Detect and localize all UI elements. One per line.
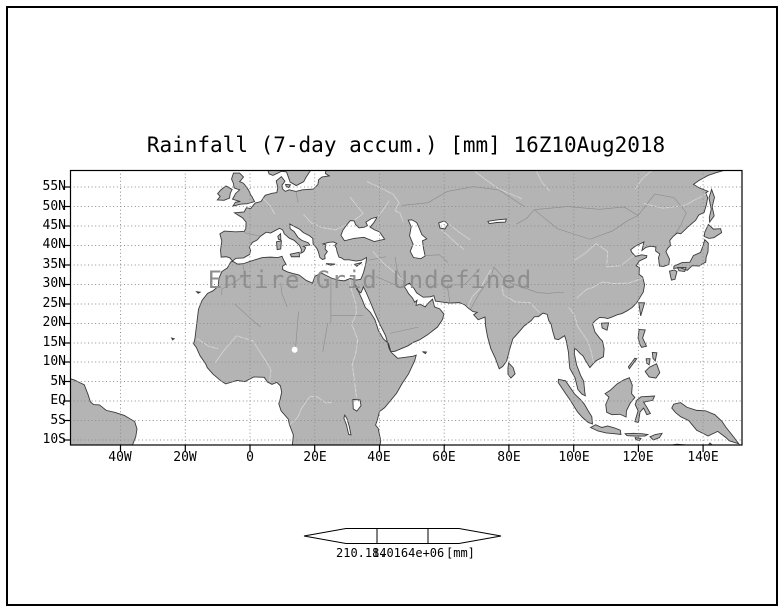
lon-label: 100E (558, 450, 590, 465)
lat-label: 5N (50, 374, 66, 389)
map-frame (69, 169, 743, 446)
country-borders (222, 187, 687, 352)
lat-label: 30N (42, 276, 66, 291)
lon-label: 20W (173, 450, 197, 465)
colorbar-right-arrow (376, 528, 502, 544)
lon-label: 40W (108, 450, 132, 465)
axis-ticks (63, 186, 704, 452)
rivers (197, 171, 706, 425)
world-map (70, 170, 739, 445)
lat-label: 45N (42, 218, 66, 233)
graticule (70, 170, 742, 445)
lat-label: 5S (50, 413, 66, 428)
lon-label: 80E (497, 450, 521, 465)
landmass (70, 170, 739, 445)
lon-label: 120E (622, 450, 654, 465)
lon-label: 140E (687, 450, 719, 465)
plot-title: Rainfall (7-day accum.) [mm] 16Z10Aug201… (146, 133, 666, 157)
lon-label: 60E (432, 450, 456, 465)
lat-label: 10N (42, 354, 66, 369)
page-border (6, 6, 778, 606)
colorbar-left-arrow (303, 528, 429, 544)
lat-label: 10S (42, 432, 66, 447)
colorbar-label-min: 210.184 (336, 546, 387, 560)
lat-label: 40N (42, 237, 66, 252)
lat-label: 25N (42, 296, 66, 311)
colorbar-label-max: 1.0164e+06 (372, 546, 445, 560)
undefined-grid-message: Entire Grid Undefined (207, 266, 533, 294)
lat-label: 35N (42, 257, 66, 272)
lat-label: EQ (50, 393, 66, 408)
lat-label: 15N (42, 335, 66, 350)
lon-label: 20E (303, 450, 327, 465)
lat-label: 50N (42, 199, 66, 214)
lat-label: 20N (42, 315, 66, 330)
lon-label: 40E (367, 450, 391, 465)
lake-chad (291, 346, 298, 353)
lat-label: 55N (42, 179, 66, 194)
colorbar-unit-label: [mm] (446, 546, 475, 560)
colorbar (303, 528, 502, 544)
lon-label: 0 (246, 450, 254, 465)
